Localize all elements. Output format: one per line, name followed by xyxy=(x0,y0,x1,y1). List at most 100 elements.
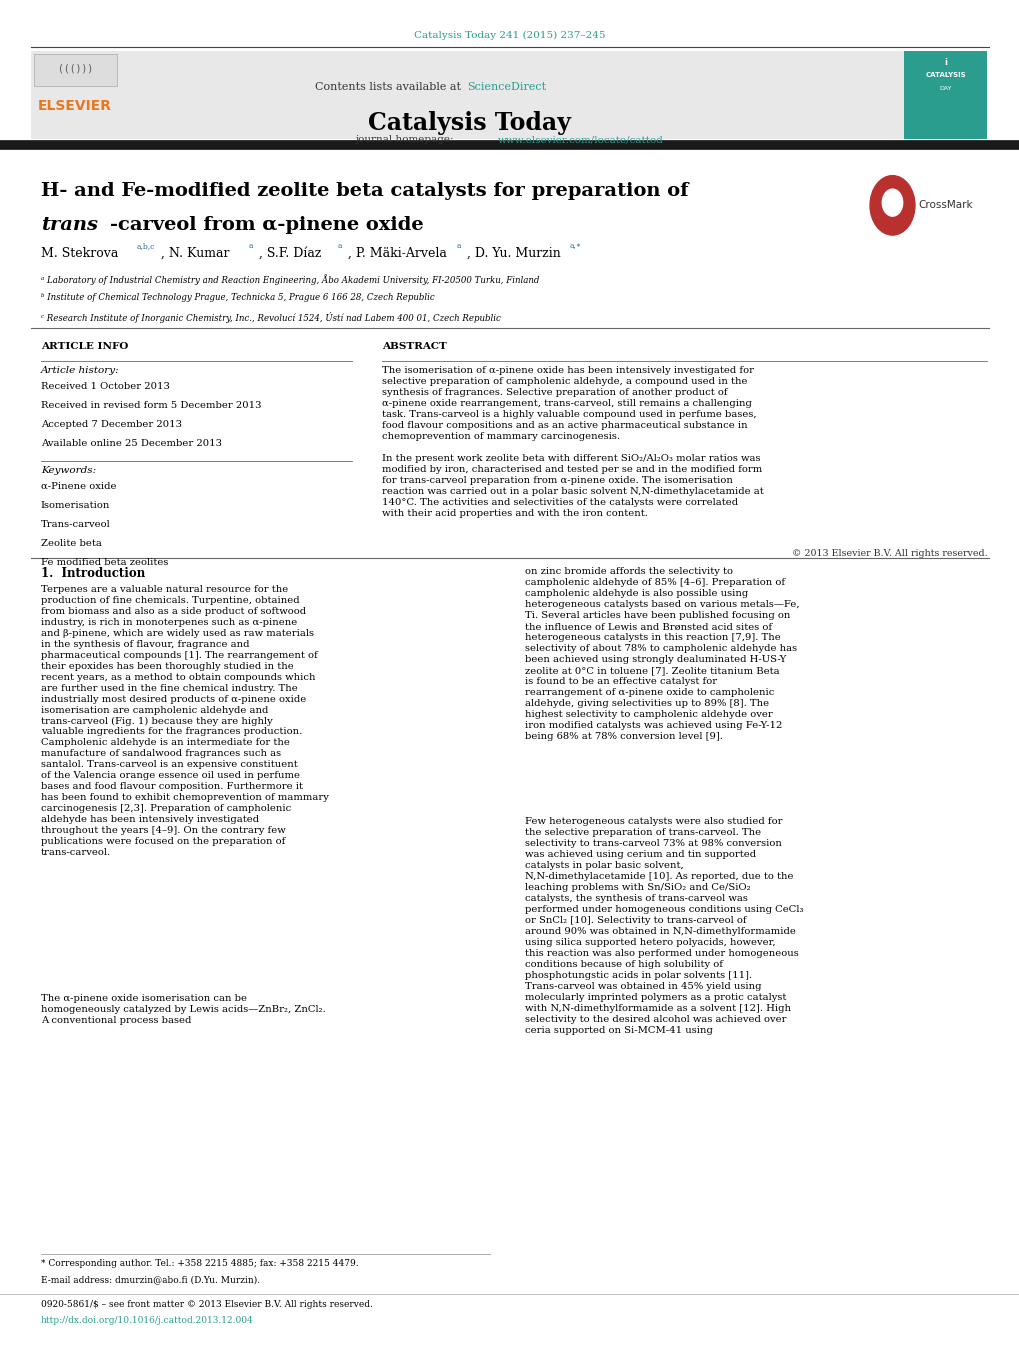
Text: are further used in the fine chemical industry. The: are further used in the fine chemical in… xyxy=(41,684,298,693)
Text: α-Pinene oxide: α-Pinene oxide xyxy=(41,482,116,492)
Text: being 68% at 78% conversion level [9].: being 68% at 78% conversion level [9]. xyxy=(525,732,722,740)
FancyBboxPatch shape xyxy=(31,51,903,139)
Text: leaching problems with Sn/SiO₂ and Ce/SiO₂: leaching problems with Sn/SiO₂ and Ce/Si… xyxy=(525,884,750,892)
Text: Zeolite beta: Zeolite beta xyxy=(41,539,102,549)
Text: ᶜ Research Institute of Inorganic Chemistry, Inc., Revolucí 1524, Ústí nad Labem: ᶜ Research Institute of Inorganic Chemis… xyxy=(41,312,500,323)
Text: from biomass and also as a side product of softwood: from biomass and also as a side product … xyxy=(41,607,306,616)
Text: 140°C. The activities and selectivities of the catalysts were correlated: 140°C. The activities and selectivities … xyxy=(382,497,738,507)
Text: homogeneously catalyzed by Lewis acids—ZnBr₂, ZnCl₂.: homogeneously catalyzed by Lewis acids—Z… xyxy=(41,1005,325,1015)
FancyBboxPatch shape xyxy=(34,54,117,86)
Text: N,N-dimethylacetamide [10]. As reported, due to the: N,N-dimethylacetamide [10]. As reported,… xyxy=(525,873,793,881)
Text: trans-carveol (Fig. 1) because they are highly: trans-carveol (Fig. 1) because they are … xyxy=(41,716,272,725)
Text: Contents lists available at: Contents lists available at xyxy=(314,82,464,92)
Text: journal homepage:: journal homepage: xyxy=(355,135,457,145)
Text: Fe modified beta zeolites: Fe modified beta zeolites xyxy=(41,558,168,567)
Text: their epoxides has been thoroughly studied in the: their epoxides has been thoroughly studi… xyxy=(41,662,293,670)
Text: rearrangement of α-pinene oxide to campholenic: rearrangement of α-pinene oxide to camph… xyxy=(525,688,773,697)
Text: iron modified catalysts was achieved using Fe-Y-12: iron modified catalysts was achieved usi… xyxy=(525,721,782,730)
Text: In the present work zeolite beta with different SiO₂/Al₂O₃ molar ratios was: In the present work zeolite beta with di… xyxy=(382,454,760,463)
Text: heterogeneous catalysts in this reaction [7,9]. The: heterogeneous catalysts in this reaction… xyxy=(525,634,781,642)
Text: reaction was carried out in a polar basic solvent N,N-dimethylacetamide at: reaction was carried out in a polar basi… xyxy=(382,486,763,496)
Text: Catalysis Today: Catalysis Today xyxy=(368,111,570,135)
Text: around 90% was obtained in N,N-dimethylformamide: around 90% was obtained in N,N-dimethylf… xyxy=(525,927,796,936)
Text: * Corresponding author. Tel.: +358 2215 4885; fax: +358 2215 4479.: * Corresponding author. Tel.: +358 2215 … xyxy=(41,1259,358,1269)
Text: task. Trans-carveol is a highly valuable compound used in perfume bases,: task. Trans-carveol is a highly valuable… xyxy=(382,409,756,419)
Text: publications were focused on the preparation of: publications were focused on the prepara… xyxy=(41,838,285,846)
Text: trans: trans xyxy=(41,216,98,234)
Text: valuable ingredients for the fragrances production.: valuable ingredients for the fragrances … xyxy=(41,727,302,736)
Text: ᵃ Laboratory of Industrial Chemistry and Reaction Engineering, Åbo Akademi Unive: ᵃ Laboratory of Industrial Chemistry and… xyxy=(41,274,539,285)
Text: on zinc bromide affords the selectivity to: on zinc bromide affords the selectivity … xyxy=(525,567,733,577)
Text: catalysts, the synthesis of trans-carveol was: catalysts, the synthesis of trans-carveo… xyxy=(525,894,748,902)
Text: H- and Fe-modified zeolite beta catalysts for preparation of: H- and Fe-modified zeolite beta catalyst… xyxy=(41,182,688,200)
Text: production of fine chemicals. Turpentine, obtained: production of fine chemicals. Turpentine… xyxy=(41,596,300,605)
Text: M. Stekrova: M. Stekrova xyxy=(41,247,118,261)
Text: industry, is rich in monoterpenes such as α-pinene: industry, is rich in monoterpenes such a… xyxy=(41,617,297,627)
Text: of the Valencia orange essence oil used in perfume: of the Valencia orange essence oil used … xyxy=(41,771,300,781)
Text: i: i xyxy=(944,58,946,68)
Text: , P. Mäki-Arvela: , P. Mäki-Arvela xyxy=(347,247,446,261)
Text: chemoprevention of mammary carcinogenesis.: chemoprevention of mammary carcinogenesi… xyxy=(382,432,620,440)
Text: selectivity to the desired alcohol was achieved over: selectivity to the desired alcohol was a… xyxy=(525,1015,786,1024)
Text: industrially most desired products of α-pinene oxide: industrially most desired products of α-… xyxy=(41,694,306,704)
Text: Keywords:: Keywords: xyxy=(41,466,96,476)
Text: catalysts in polar basic solvent,: catalysts in polar basic solvent, xyxy=(525,861,684,870)
Text: aldehyde, giving selectivities up to 89% [8]. The: aldehyde, giving selectivities up to 89%… xyxy=(525,698,768,708)
Text: carcinogenesis [2,3]. Preparation of campholenic: carcinogenesis [2,3]. Preparation of cam… xyxy=(41,804,290,813)
Text: modified by iron, characterised and tested per se and in the modified form: modified by iron, characterised and test… xyxy=(382,465,762,474)
Text: heterogeneous catalysts based on various metals—Fe,: heterogeneous catalysts based on various… xyxy=(525,600,799,609)
Text: , S.F. Díaz: , S.F. Díaz xyxy=(259,247,321,261)
Text: -carveol from α-pinene oxide: -carveol from α-pinene oxide xyxy=(110,216,423,234)
Text: ABSTRACT: ABSTRACT xyxy=(382,342,446,351)
Text: and β-pinene, which are widely used as raw materials: and β-pinene, which are widely used as r… xyxy=(41,628,314,638)
Text: using silica supported hetero polyacids, however,: using silica supported hetero polyacids,… xyxy=(525,938,775,947)
Text: is found to be an effective catalyst for: is found to be an effective catalyst for xyxy=(525,677,716,686)
Text: with N,N-dimethylformamide as a solvent [12]. High: with N,N-dimethylformamide as a solvent … xyxy=(525,1004,791,1013)
Text: CrossMark: CrossMark xyxy=(917,200,972,211)
Text: Available online 25 December 2013: Available online 25 December 2013 xyxy=(41,439,221,449)
Text: synthesis of fragrances. Selective preparation of another product of: synthesis of fragrances. Selective prepa… xyxy=(382,388,728,397)
Text: ceria supported on Si-MCM-41 using: ceria supported on Si-MCM-41 using xyxy=(525,1025,712,1035)
Text: isomerisation are campholenic aldehyde and: isomerisation are campholenic aldehyde a… xyxy=(41,705,268,715)
Text: a: a xyxy=(337,242,341,250)
Text: pharmaceutical compounds [1]. The rearrangement of: pharmaceutical compounds [1]. The rearra… xyxy=(41,651,317,659)
Text: α-pinene oxide rearrangement, trans-carveol, still remains a challenging: α-pinene oxide rearrangement, trans-carv… xyxy=(382,399,752,408)
Text: www.elsevier.com/locate/cattod: www.elsevier.com/locate/cattod xyxy=(497,135,663,145)
Text: campholenic aldehyde is also possible using: campholenic aldehyde is also possible us… xyxy=(525,589,748,598)
Text: was achieved using cerium and tin supported: was achieved using cerium and tin suppor… xyxy=(525,850,756,859)
Text: 1.  Introduction: 1. Introduction xyxy=(41,567,145,581)
Text: this reaction was also performed under homogeneous: this reaction was also performed under h… xyxy=(525,948,798,958)
Text: throughout the years [4–9]. On the contrary few: throughout the years [4–9]. On the contr… xyxy=(41,827,285,835)
Text: a,∗: a,∗ xyxy=(569,242,581,250)
Text: Catalysis Today 241 (2015) 237–245: Catalysis Today 241 (2015) 237–245 xyxy=(414,31,605,41)
Text: bases and food flavour composition. Furthermore it: bases and food flavour composition. Furt… xyxy=(41,782,303,792)
Text: conditions because of high solubility of: conditions because of high solubility of xyxy=(525,959,722,969)
Text: Trans-carveol: Trans-carveol xyxy=(41,520,110,530)
Text: ELSEVIER: ELSEVIER xyxy=(38,99,112,112)
Text: Received in revised form 5 December 2013: Received in revised form 5 December 2013 xyxy=(41,401,261,411)
Text: manufacture of sandalwood fragrances such as: manufacture of sandalwood fragrances suc… xyxy=(41,750,280,758)
Text: a,b,c: a,b,c xyxy=(137,242,155,250)
Text: Terpenes are a valuable natural resource for the: Terpenes are a valuable natural resource… xyxy=(41,585,287,594)
Text: ᵇ Institute of Chemical Technology Prague, Technicka 5, Prague 6 166 28, Czech R: ᵇ Institute of Chemical Technology Pragu… xyxy=(41,293,434,303)
Text: with their acid properties and with the iron content.: with their acid properties and with the … xyxy=(382,509,648,517)
Text: food flavour compositions and as an active pharmaceutical substance in: food flavour compositions and as an acti… xyxy=(382,422,747,430)
Text: highest selectivity to campholenic aldehyde over: highest selectivity to campholenic aldeh… xyxy=(525,709,772,719)
Text: the selective preparation of trans-carveol. The: the selective preparation of trans-carve… xyxy=(525,828,760,838)
Text: E-mail address: dmurzin@abo.fi (D.Yu. Murzin).: E-mail address: dmurzin@abo.fi (D.Yu. Mu… xyxy=(41,1275,260,1285)
Text: campholenic aldehyde of 85% [4–6]. Preparation of: campholenic aldehyde of 85% [4–6]. Prepa… xyxy=(525,578,785,588)
Text: aldehyde has been intensively investigated: aldehyde has been intensively investigat… xyxy=(41,815,259,824)
Text: zeolite at 0°C in toluene [7]. Zeolite titanium Beta: zeolite at 0°C in toluene [7]. Zeolite t… xyxy=(525,666,780,676)
Text: or SnCl₂ [10]. Selectivity to trans-carveol of: or SnCl₂ [10]. Selectivity to trans-carv… xyxy=(525,916,746,925)
Text: ScienceDirect: ScienceDirect xyxy=(467,82,546,92)
Text: Campholenic aldehyde is an intermediate for the: Campholenic aldehyde is an intermediate … xyxy=(41,739,289,747)
Text: DAY: DAY xyxy=(938,86,951,92)
Text: http://dx.doi.org/10.1016/j.cattod.2013.12.004: http://dx.doi.org/10.1016/j.cattod.2013.… xyxy=(41,1316,254,1325)
Text: © 2013 Elsevier B.V. All rights reserved.: © 2013 Elsevier B.V. All rights reserved… xyxy=(791,549,986,558)
Text: been achieved using strongly dealuminated H-US-Y: been achieved using strongly dealuminate… xyxy=(525,655,786,665)
Text: Ti. Several articles have been published focusing on: Ti. Several articles have been published… xyxy=(525,611,790,620)
Text: Accepted 7 December 2013: Accepted 7 December 2013 xyxy=(41,420,181,430)
Text: phosphotungstic acids in polar solvents [11].: phosphotungstic acids in polar solvents … xyxy=(525,971,752,979)
Text: the influence of Lewis and Brønsted acid sites of: the influence of Lewis and Brønsted acid… xyxy=(525,623,771,631)
Circle shape xyxy=(869,176,914,235)
